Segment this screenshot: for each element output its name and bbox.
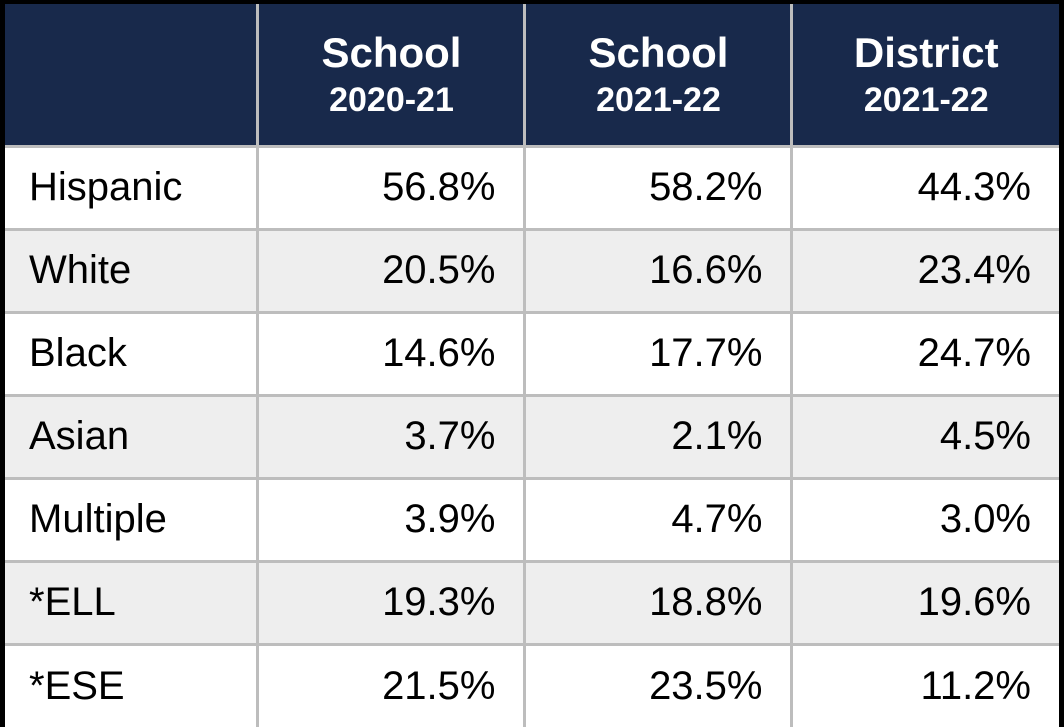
- table-row: *ESE 21.5% 23.5% 11.2%: [5, 644, 1059, 727]
- table-row: Multiple 3.9% 4.7% 3.0%: [5, 478, 1059, 561]
- row-value: 24.7%: [792, 312, 1059, 395]
- row-label: Black: [5, 312, 258, 395]
- table-row: Hispanic 56.8% 58.2% 44.3%: [5, 146, 1059, 229]
- row-value: 23.4%: [792, 229, 1059, 312]
- row-label: White: [5, 229, 258, 312]
- row-value: 56.8%: [258, 146, 525, 229]
- row-value: 20.5%: [258, 229, 525, 312]
- demographics-table-wrapper: School 2020-21 School 2021-22 District 2…: [0, 0, 1064, 727]
- table-row: Asian 3.7% 2.1% 4.5%: [5, 395, 1059, 478]
- header-year: 2020-21: [259, 80, 523, 121]
- row-value: 58.2%: [525, 146, 792, 229]
- row-value: 19.6%: [792, 561, 1059, 644]
- header-title: School: [526, 28, 790, 78]
- header-title: District: [793, 28, 1059, 78]
- demographics-table: School 2020-21 School 2021-22 District 2…: [5, 4, 1059, 727]
- table-row: *ELL 19.3% 18.8% 19.6%: [5, 561, 1059, 644]
- header-year: 2021-22: [526, 80, 790, 121]
- row-value: 4.5%: [792, 395, 1059, 478]
- header-year: 2021-22: [793, 80, 1059, 121]
- row-value: 44.3%: [792, 146, 1059, 229]
- table-header-row: School 2020-21 School 2021-22 District 2…: [5, 4, 1059, 146]
- row-label: Multiple: [5, 478, 258, 561]
- header-blank: [5, 4, 258, 146]
- row-value: 16.6%: [525, 229, 792, 312]
- row-value: 14.6%: [258, 312, 525, 395]
- header-school-2020-21: School 2020-21: [258, 4, 525, 146]
- row-value: 11.2%: [792, 644, 1059, 727]
- header-school-2021-22: School 2021-22: [525, 4, 792, 146]
- row-label: Hispanic: [5, 146, 258, 229]
- row-value: 19.3%: [258, 561, 525, 644]
- table-row: White 20.5% 16.6% 23.4%: [5, 229, 1059, 312]
- row-value: 2.1%: [525, 395, 792, 478]
- row-value: 3.9%: [258, 478, 525, 561]
- header-district-2021-22: District 2021-22: [792, 4, 1059, 146]
- row-value: 23.5%: [525, 644, 792, 727]
- row-value: 18.8%: [525, 561, 792, 644]
- header-title: School: [259, 28, 523, 78]
- row-value: 21.5%: [258, 644, 525, 727]
- row-label: Asian: [5, 395, 258, 478]
- row-label: *ELL: [5, 561, 258, 644]
- table-row: Black 14.6% 17.7% 24.7%: [5, 312, 1059, 395]
- row-label: *ESE: [5, 644, 258, 727]
- row-value: 3.0%: [792, 478, 1059, 561]
- row-value: 3.7%: [258, 395, 525, 478]
- row-value: 4.7%: [525, 478, 792, 561]
- row-value: 17.7%: [525, 312, 792, 395]
